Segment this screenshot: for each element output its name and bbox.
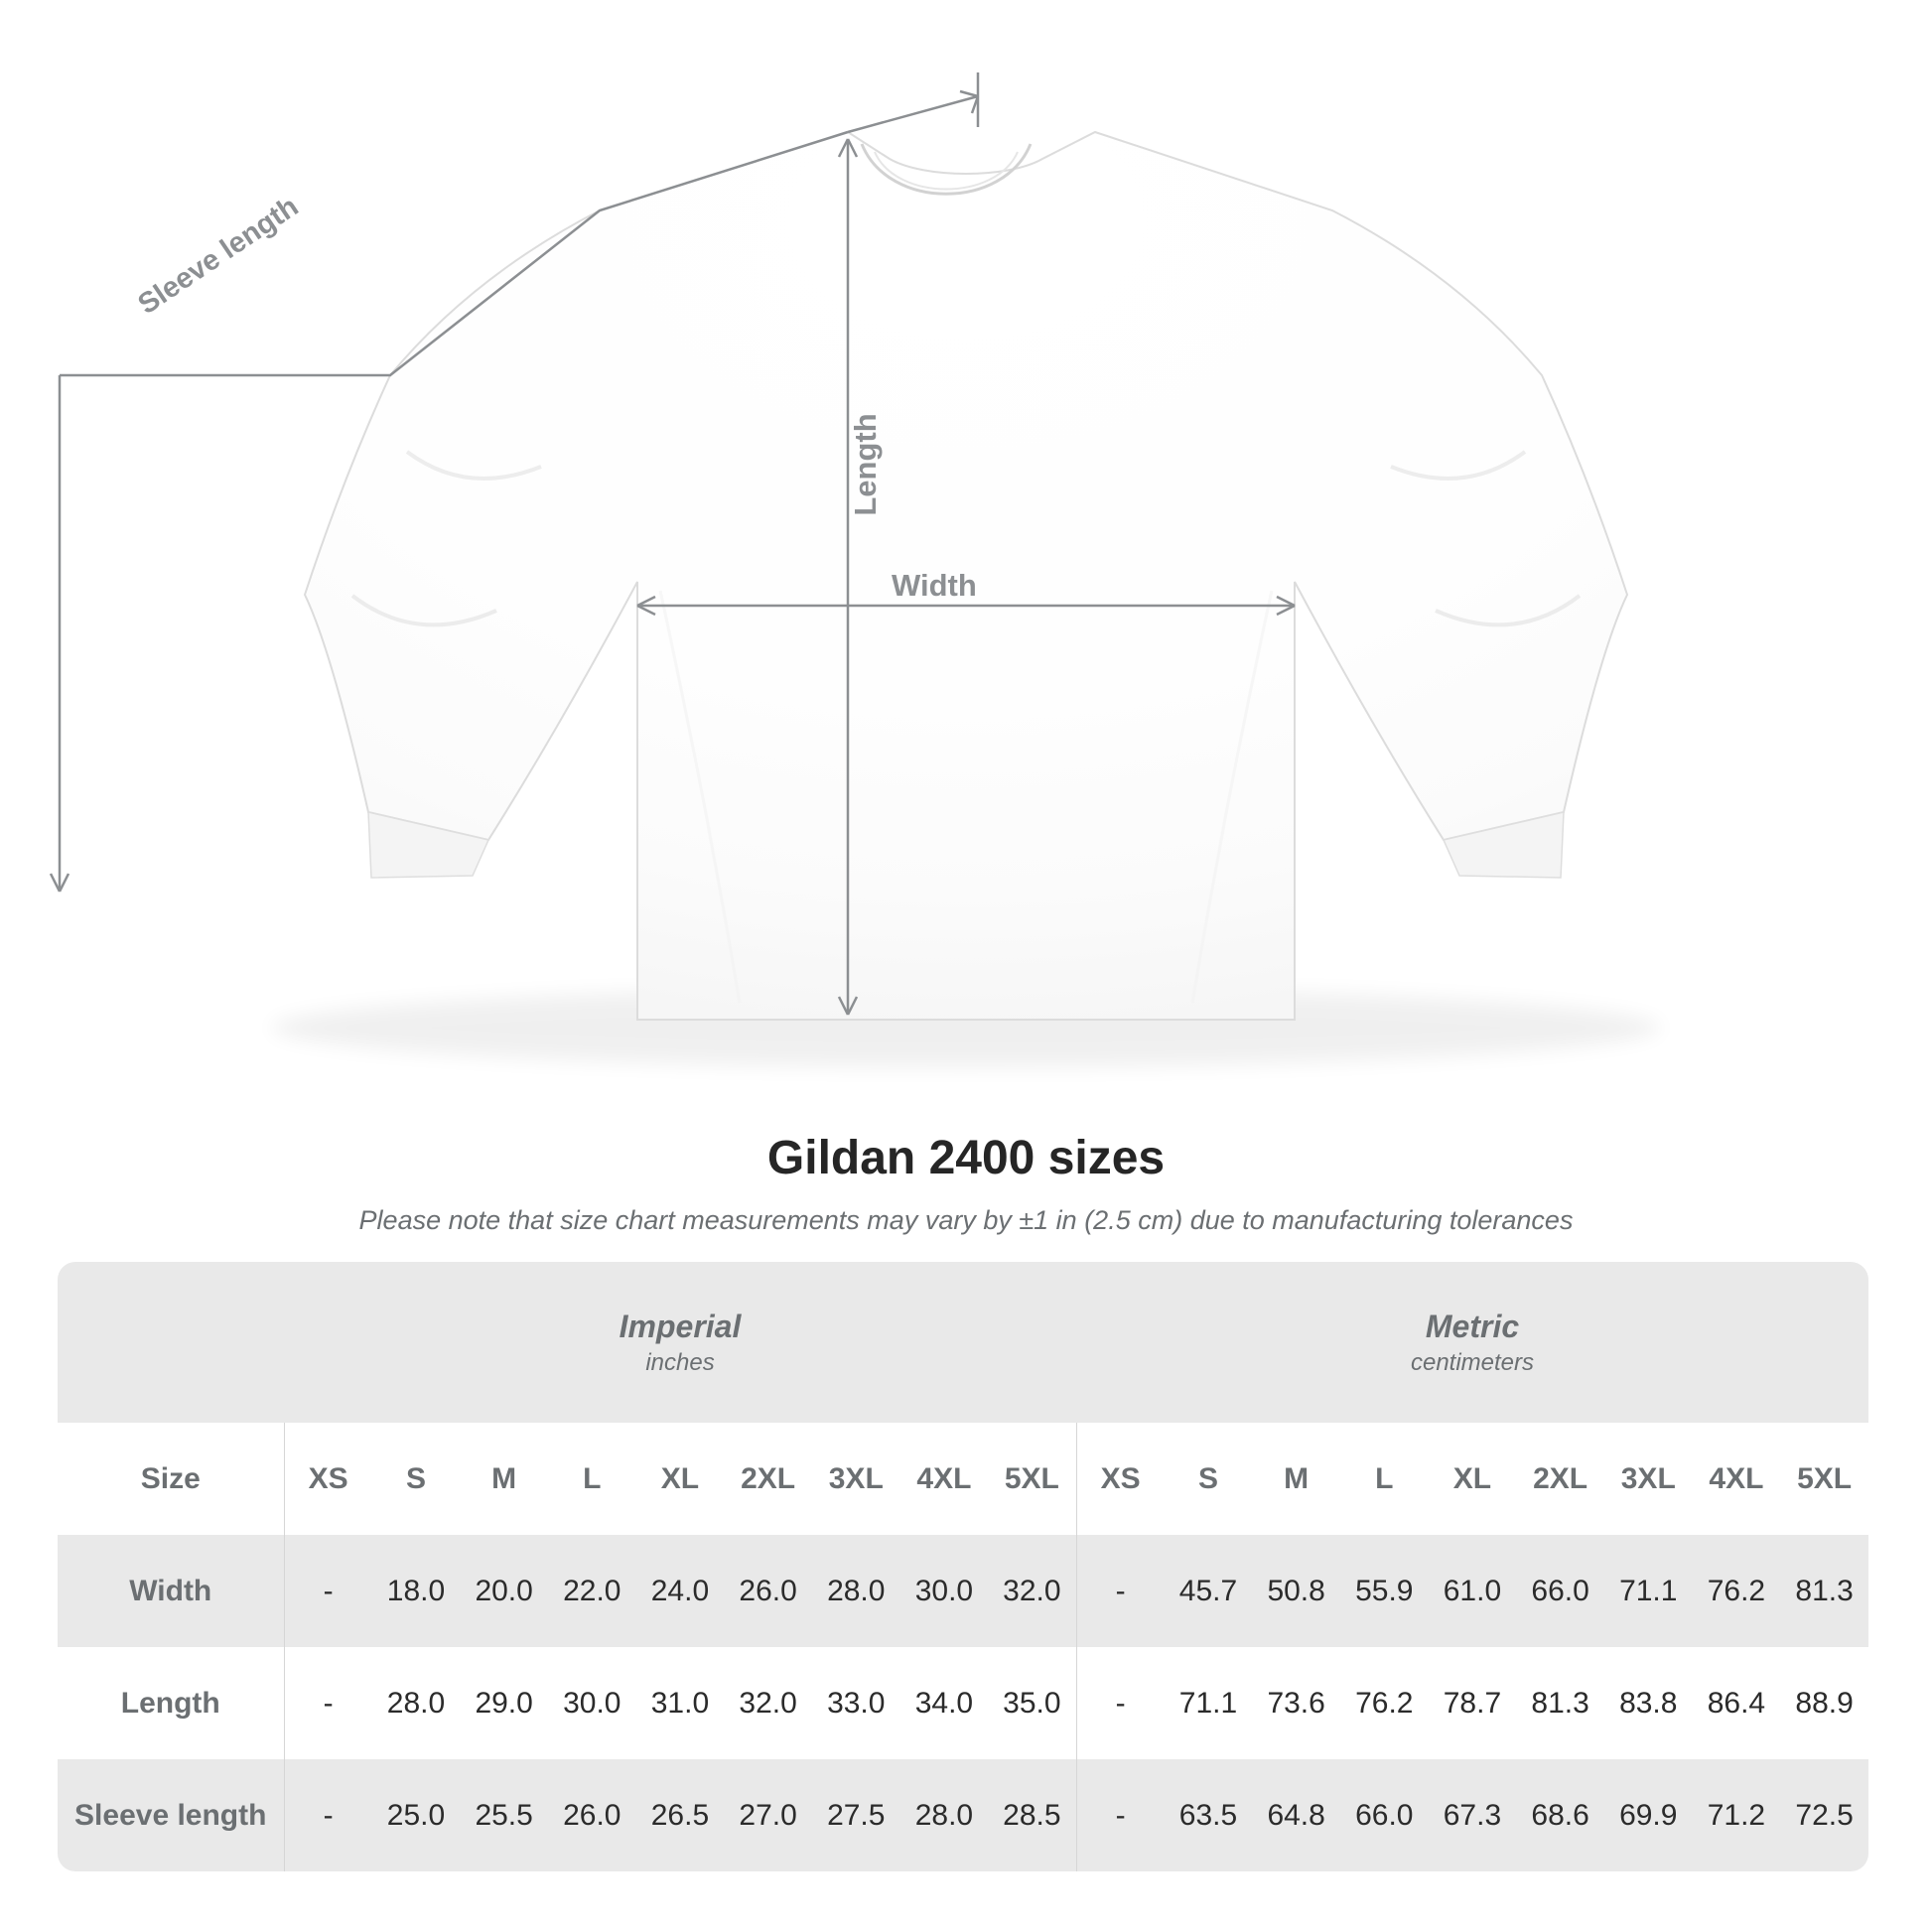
svg-text:Sleeve length: Sleeve length — [133, 191, 305, 321]
svg-text:Length: Length — [848, 413, 883, 515]
svg-text:Width: Width — [892, 568, 977, 603]
